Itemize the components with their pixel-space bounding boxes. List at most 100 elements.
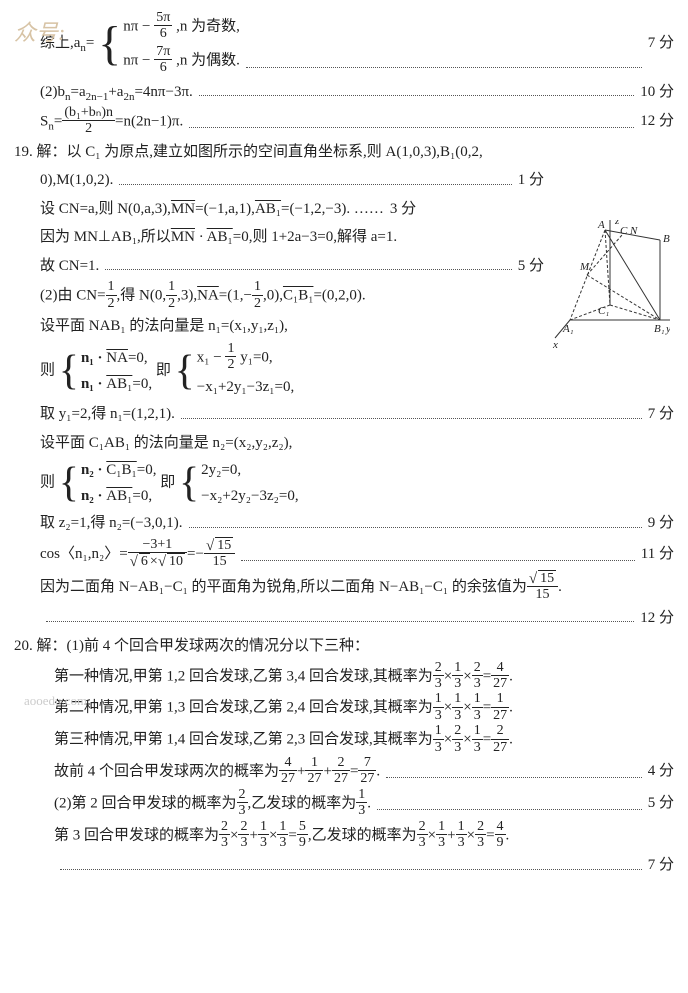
frac-num: 2	[417, 819, 428, 835]
text: ×	[230, 827, 238, 843]
text: ,0),	[263, 288, 283, 304]
frac-num: 2	[238, 819, 249, 835]
frac-num: 1	[436, 819, 447, 835]
score: 7 分	[648, 400, 674, 429]
score: 5 分	[518, 252, 544, 281]
text: .	[367, 795, 371, 811]
frac-num: 4	[491, 660, 509, 676]
text: 则	[40, 362, 55, 378]
frac-den: 3	[219, 835, 230, 850]
frac-den: 2	[106, 296, 117, 311]
frac-num: (b₁+bₙ)n	[62, 105, 115, 121]
vector: C₁B₁	[106, 462, 136, 478]
frac-num: 2	[472, 660, 483, 676]
frac-den: √6×√10	[128, 553, 187, 570]
frac-den: 3	[417, 835, 428, 850]
frac-den: 9	[495, 835, 506, 850]
text: .	[376, 763, 380, 779]
text: −x₂+2y₂−3z₂=0,	[201, 483, 298, 509]
text: ×	[444, 732, 452, 748]
text: 因为二面角 N−AB₁−C₁ 的平面角为锐角,所以二面角 N−AB₁−C₁ 的余…	[40, 579, 527, 595]
frac-num: 5	[297, 819, 308, 835]
text: .	[558, 579, 562, 595]
frac-num: 2	[433, 660, 444, 676]
frac-den: 3	[433, 740, 444, 755]
text: cos〈n₁,n₂〉=	[40, 546, 128, 562]
text: =4nπ−3π.	[134, 84, 192, 100]
text: =(0,2,0).	[313, 288, 365, 304]
frac-den: 3	[452, 740, 463, 755]
svg-text:A: A	[597, 220, 605, 231]
frac-num: 2	[491, 723, 509, 739]
text: =−	[187, 546, 204, 562]
svg-text:M: M	[579, 261, 590, 273]
frac-num: 4	[279, 755, 297, 771]
frac-num: 1	[277, 819, 288, 835]
score: 4 分	[648, 757, 674, 786]
dots	[189, 126, 634, 128]
text: 取 z₂=1,得 n₂=(−3,0,1).	[40, 509, 183, 538]
q19-text: 19. 解：以 C₁ 为原点,建立如图所示的空间直角坐标系,则 A(1,0,3)…	[14, 138, 483, 167]
frac-num: 1	[305, 755, 323, 771]
text: 0),M(1,0,2).	[40, 166, 113, 195]
frac-den: 3	[452, 708, 463, 723]
vector: NA	[106, 350, 128, 366]
text: =0,	[132, 376, 152, 392]
text: =0,则 1+2a−3=0,解得 a=1.	[233, 229, 397, 245]
text: (2)由 CN=	[40, 288, 106, 304]
dots	[241, 559, 635, 561]
text: 2y₂=0,	[201, 457, 298, 483]
frac-num: 7π	[154, 44, 172, 60]
svg-text:y: y	[665, 323, 670, 335]
text: =	[54, 113, 62, 129]
text: y₁=0,	[236, 349, 272, 365]
vector: MN	[171, 201, 195, 217]
frac-den: 6	[154, 60, 172, 75]
text: .	[509, 700, 513, 716]
text: =0,	[128, 350, 148, 366]
frac-den: 15	[204, 554, 235, 569]
text: ,乙发球的概率为	[248, 795, 357, 811]
frac-num: 2	[219, 819, 230, 835]
score: 7 分	[648, 851, 674, 880]
text: ·	[195, 229, 207, 245]
text: nπ −	[123, 18, 154, 34]
frac-num: 1	[356, 787, 367, 803]
svg-text:B₁: B₁	[654, 323, 665, 335]
score: 3 分	[390, 195, 416, 224]
prism-diagram: Az CN B M C₁ xA₁ B₁y	[550, 220, 670, 350]
text: n₂ ·	[81, 462, 106, 478]
frac-num: √15	[204, 537, 235, 555]
frac-num: 1	[472, 723, 483, 739]
text: 第二种情况,甲第 1,3 回合发球,乙第 2,4 回合发球,其概率为	[54, 700, 433, 716]
frac-num: 1	[166, 279, 177, 295]
text: 则	[40, 475, 55, 491]
vector: AB₁	[106, 488, 132, 504]
frac-num: 1	[452, 660, 463, 676]
score: 7 分	[648, 29, 674, 58]
text: =(−1,a,1),	[195, 201, 255, 217]
brace: {	[175, 350, 195, 392]
text: ×	[463, 668, 471, 684]
text: n₁ ·	[81, 376, 106, 392]
frac-num: 1	[225, 341, 236, 357]
dots	[377, 808, 642, 810]
text: (2)b	[40, 84, 65, 100]
text: =n(2n−1)π.	[115, 113, 183, 129]
score: 1 分	[518, 166, 544, 195]
text: .	[509, 732, 513, 748]
text: n₂ ·	[81, 488, 106, 504]
text: 故 CN=1.	[40, 252, 99, 281]
frac-num: 1	[491, 691, 509, 707]
text: =	[486, 827, 494, 843]
frac-num: 1	[456, 819, 467, 835]
frac-den: 6	[154, 26, 172, 41]
text: nπ −	[123, 52, 154, 68]
frac-den: 3	[433, 676, 444, 691]
score: 12 分	[640, 604, 674, 633]
frac-den: 27	[358, 771, 376, 786]
dots	[46, 620, 634, 622]
score: 11 分	[641, 540, 674, 569]
text: +a	[108, 84, 123, 100]
frac-den: 27	[279, 771, 297, 786]
